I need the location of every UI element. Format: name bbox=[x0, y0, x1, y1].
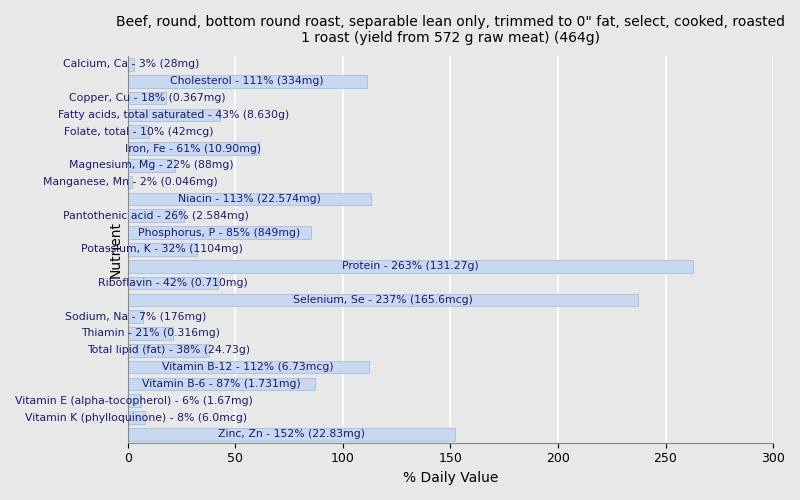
Text: Phosphorus, P - 85% (849mg): Phosphorus, P - 85% (849mg) bbox=[138, 228, 300, 237]
Text: Copper, Cu - 18% (0.367mg): Copper, Cu - 18% (0.367mg) bbox=[69, 93, 226, 103]
Text: Selenium, Se - 237% (165.6mcg): Selenium, Se - 237% (165.6mcg) bbox=[293, 295, 473, 305]
Bar bbox=[128, 394, 141, 407]
Text: Vitamin B-6 - 87% (1.731mg): Vitamin B-6 - 87% (1.731mg) bbox=[142, 379, 301, 389]
X-axis label: % Daily Value: % Daily Value bbox=[402, 471, 498, 485]
Text: Total lipid (fat) - 38% (24.73g): Total lipid (fat) - 38% (24.73g) bbox=[87, 346, 250, 356]
Text: Calcium, Ca - 3% (28mg): Calcium, Ca - 3% (28mg) bbox=[62, 60, 199, 70]
Text: Pantothenic acid - 26% (2.584mg): Pantothenic acid - 26% (2.584mg) bbox=[62, 211, 249, 221]
Bar bbox=[128, 344, 210, 356]
Text: Fatty acids, total saturated - 43% (8.630g): Fatty acids, total saturated - 43% (8.63… bbox=[58, 110, 290, 120]
Title: Beef, round, bottom round roast, separable lean only, trimmed to 0" fat, select,: Beef, round, bottom round roast, separab… bbox=[116, 15, 785, 45]
Text: Vitamin B-12 - 112% (6.73mcg): Vitamin B-12 - 112% (6.73mcg) bbox=[162, 362, 334, 372]
Bar bbox=[128, 428, 454, 440]
Bar bbox=[128, 378, 315, 390]
Bar bbox=[128, 92, 166, 104]
Bar bbox=[128, 411, 145, 424]
Text: Riboflavin - 42% (0.710mg): Riboflavin - 42% (0.710mg) bbox=[98, 278, 248, 288]
Bar bbox=[128, 327, 173, 340]
Bar bbox=[128, 75, 366, 88]
Bar bbox=[128, 294, 638, 306]
Text: Thiamin - 21% (0.316mg): Thiamin - 21% (0.316mg) bbox=[81, 328, 220, 338]
Bar bbox=[128, 276, 218, 289]
Text: Vitamin K (phylloquinone) - 8% (6.0mcg): Vitamin K (phylloquinone) - 8% (6.0mcg) bbox=[26, 412, 247, 422]
Bar bbox=[128, 226, 310, 239]
Bar bbox=[128, 210, 184, 222]
Y-axis label: Nutrient: Nutrient bbox=[108, 221, 122, 278]
Bar bbox=[128, 243, 197, 256]
Bar bbox=[128, 192, 371, 205]
Bar bbox=[128, 159, 175, 172]
Text: Sodium, Na - 7% (176mg): Sodium, Na - 7% (176mg) bbox=[65, 312, 206, 322]
Text: Cholesterol - 111% (334mg): Cholesterol - 111% (334mg) bbox=[170, 76, 324, 86]
Text: Manganese, Mn - 2% (0.046mg): Manganese, Mn - 2% (0.046mg) bbox=[42, 177, 218, 187]
Text: Protein - 263% (131.27g): Protein - 263% (131.27g) bbox=[342, 261, 479, 271]
Bar bbox=[128, 58, 134, 71]
Text: Potassium, K - 32% (1104mg): Potassium, K - 32% (1104mg) bbox=[82, 244, 243, 254]
Bar bbox=[128, 361, 369, 374]
Text: Magnesium, Mg - 22% (88mg): Magnesium, Mg - 22% (88mg) bbox=[69, 160, 234, 170]
Bar bbox=[128, 108, 220, 121]
Text: Iron, Fe - 61% (10.90mg): Iron, Fe - 61% (10.90mg) bbox=[126, 144, 262, 154]
Text: Zinc, Zn - 152% (22.83mg): Zinc, Zn - 152% (22.83mg) bbox=[218, 430, 365, 440]
Bar bbox=[128, 126, 150, 138]
Bar bbox=[128, 142, 259, 155]
Text: Niacin - 113% (22.574mg): Niacin - 113% (22.574mg) bbox=[178, 194, 321, 204]
Bar bbox=[128, 310, 142, 323]
Text: Folate, total - 10% (42mcg): Folate, total - 10% (42mcg) bbox=[64, 126, 214, 136]
Bar bbox=[128, 176, 132, 188]
Text: Vitamin E (alpha-tocopherol) - 6% (1.67mg): Vitamin E (alpha-tocopherol) - 6% (1.67m… bbox=[15, 396, 253, 406]
Bar bbox=[128, 260, 694, 272]
